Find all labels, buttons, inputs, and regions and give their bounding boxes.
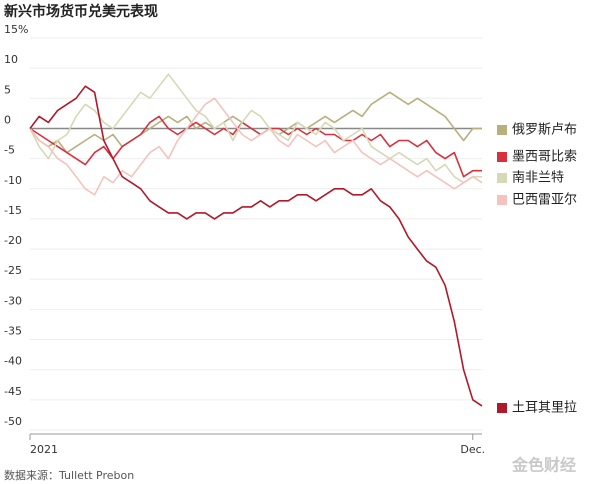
legend-swatch [497,173,507,183]
series-line [29,73,482,184]
legend-swatch [497,195,507,205]
legend-swatch [497,403,507,413]
y-tick-label: -45 [4,385,22,398]
y-tick-label: -10 [4,174,22,187]
series-line [29,115,482,178]
y-tick-label: -5 [4,144,15,157]
legend-swatch [497,152,507,162]
x-tick-label: 2021 [30,443,58,456]
series-line [29,97,483,196]
legend-swatch [497,125,507,135]
y-tick-label: -35 [4,325,22,338]
watermark: 金色财经 [511,456,576,475]
legend-label: 巴西雷亚尔 [512,193,577,208]
y-tick-label: -15 [4,204,22,217]
y-tick-label: 0 [4,113,11,126]
legend-label: 土耳其里拉 [512,401,577,416]
y-tick-label: -40 [4,355,22,368]
y-tick-label: 15% [4,23,28,36]
y-tick-label: 5 [4,83,11,96]
y-tick-label: -25 [4,264,22,277]
y-tick-label: -20 [4,234,22,247]
legend-label: 南非兰特 [512,170,564,186]
x-tick-label: Dec. [460,443,485,456]
chart-title: 新兴市场货币兑美元表现 [4,3,158,20]
y-tick-label: -50 [4,415,22,428]
source: 数据来源：Tullett Prebon [4,468,134,482]
legend-label: 俄罗斯卢布 [512,122,577,138]
legend-label: 墨西哥比索 [512,150,577,165]
y-tick-label: 10 [4,53,18,66]
y-tick-label: -30 [4,294,22,307]
series-line [29,85,483,407]
